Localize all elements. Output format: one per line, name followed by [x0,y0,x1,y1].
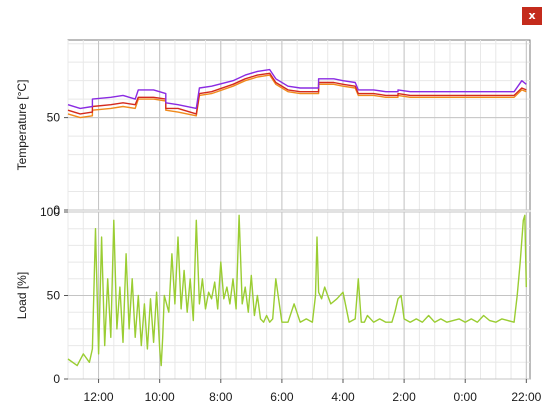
x-tick-label: 0:00 [454,390,478,404]
y-tick-label: 0 [53,203,60,217]
y-axis-label: Load [%] [15,272,29,319]
y-tick-label: 50 [47,289,61,303]
x-tick-label: 2:00 [392,390,416,404]
series-line-1 [67,214,527,367]
y-axis-label: Temperature [°C] [15,80,29,171]
x-tick-label: 12:00 [84,390,114,404]
x-tick-label: 10:00 [145,390,175,404]
series-line-2 [67,72,527,115]
x-tick-label: 6:00 [270,390,294,404]
x-tick-label: 8:00 [209,390,233,404]
series-line-1 [67,74,527,119]
temperature-panel: 0 50 Temperature [°C] [15,39,531,217]
close-button[interactable]: x [522,7,542,25]
plot-area [67,39,531,211]
major-grid [68,40,530,211]
load-panel: 0 50 100 Load [%] 12:00 10:00 8:00 6:00 4:00 2:00… [15,205,542,404]
series-line-3 [67,68,527,110]
x-tick-label: 4:00 [331,390,355,404]
y-tick-label: 0 [53,372,60,386]
y-tick-label: 100 [40,205,60,219]
x-tick-label: 22:00 [511,390,541,404]
y-tick-label: 50 [47,111,61,125]
